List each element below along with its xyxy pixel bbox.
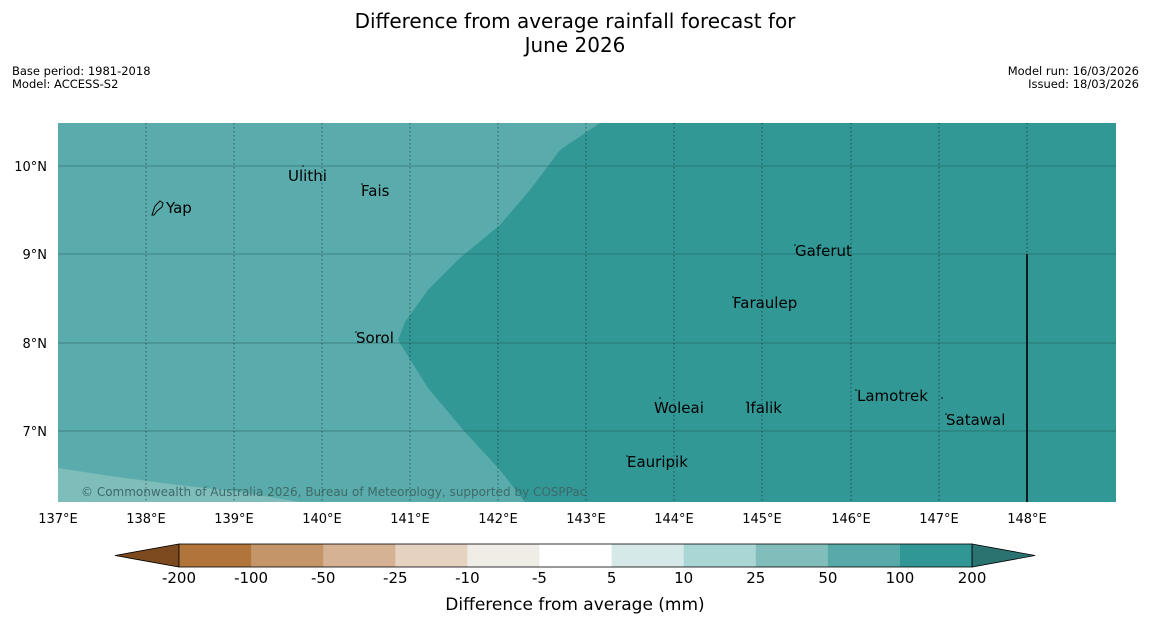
colorbar-extend-high xyxy=(971,543,1036,568)
base-period: Base period: 1981-2018 xyxy=(12,64,151,78)
place-satawal: Satawal xyxy=(946,411,1005,429)
colorbar-tick-label: 100 xyxy=(886,569,915,587)
colorbar-extend-low xyxy=(114,543,180,568)
place-gaferut: Gaferut xyxy=(795,242,852,260)
colorbar-swatches xyxy=(114,543,1036,568)
lat-label-9n: 9°N xyxy=(23,248,48,263)
lon-label-141e: 141°E xyxy=(390,512,430,527)
place-faraulep: Faraulep xyxy=(733,294,797,312)
meta-right: Model run: 16/03/2026 Issued: 18/03/2026 xyxy=(1008,65,1139,91)
lat-label-10n: 10°N xyxy=(14,160,47,175)
island-dots xyxy=(302,165,947,457)
lon-label-137e: 137°E xyxy=(38,512,78,527)
colorbar-tick-label: -200 xyxy=(162,569,196,587)
colorbar-tick-label: 50 xyxy=(818,569,837,587)
lon-label-142e: 142°E xyxy=(478,512,518,527)
place-fais: Fais xyxy=(361,182,390,200)
place-lamotrek: Lamotrek xyxy=(857,387,928,405)
place-sorol: Sorol xyxy=(356,329,394,347)
colorbar-tick-label: 5 xyxy=(607,569,617,587)
lat-label-8n: 8°N xyxy=(23,337,48,352)
place-labels: Yap Ulithi Fais Gaferut Faraulep Sorol L… xyxy=(165,167,1005,471)
place-ifalik: Ifalik xyxy=(746,399,782,417)
lon-label-144e: 144°E xyxy=(654,512,694,527)
latitude-labels: 10°N 9°N 8°N 7°N xyxy=(14,160,47,440)
title-line-1: Difference from average rainfall forecas… xyxy=(354,9,796,33)
copyright-notice: © Commonwealth of Australia 2026, Bureau… xyxy=(81,485,586,499)
colorbar: -200 -100 -50 -25 -10 -5 5 10 25 50 100 200 Differe… xyxy=(114,543,1036,615)
rainfall-field: Yap Ulithi Fais Gaferut Faraulep Sorol L… xyxy=(58,123,1116,502)
colorbar-swatch xyxy=(323,544,396,567)
place-woleai: Woleai xyxy=(654,399,704,417)
lon-label-140e: 140°E xyxy=(302,512,342,527)
title-line-2: June 2026 xyxy=(524,33,626,57)
place-yap: Yap xyxy=(165,199,192,217)
colorbar-tick-label: -50 xyxy=(311,569,336,587)
region-50-100 xyxy=(58,468,300,502)
place-eauripik: Eauripik xyxy=(627,453,688,471)
lon-label-143e: 143°E xyxy=(566,512,606,527)
lon-label-139e: 139°E xyxy=(214,512,254,527)
region-200-plus xyxy=(398,123,1116,502)
meta-left: Base period: 1981-2018 Model: ACCESS-S2 xyxy=(12,65,151,91)
model-name: Model: ACCESS-S2 xyxy=(12,77,119,91)
colorbar-tick-label: 200 xyxy=(958,569,987,587)
colorbar-swatch xyxy=(900,544,973,567)
colorbar-tick-label: 25 xyxy=(746,569,765,587)
colorbar-outline xyxy=(178,543,973,568)
place-ulithi: Ulithi xyxy=(288,167,327,185)
colorbar-tick-label: -100 xyxy=(234,569,268,587)
colorbar-swatch xyxy=(539,544,613,567)
colorbar-title: Difference from average (mm) xyxy=(445,595,704,615)
colorbar-labels: -200 -100 -50 -25 -10 -5 5 10 25 50 100 200 xyxy=(162,569,986,587)
chart-title: Difference from average rainfall forecas… xyxy=(0,9,1150,57)
lat-label-7n: 7°N xyxy=(23,425,48,440)
colorbar-swatch xyxy=(179,544,252,567)
lon-label-138e: 138°E xyxy=(126,512,166,527)
colorbar-swatch xyxy=(827,544,901,567)
colorbar-swatch xyxy=(395,544,468,567)
lon-label-146e: 146°E xyxy=(831,512,871,527)
colorbar-swatch xyxy=(683,544,757,567)
lon-label-147e: 147°E xyxy=(919,512,959,527)
colorbar-tick-label: -5 xyxy=(532,569,547,587)
longitude-labels: 137°E 138°E 139°E 140°E 141°E 142°E 143°… xyxy=(38,512,1047,527)
parallel-gridlines xyxy=(58,165,1116,432)
colorbar-tick-label: 10 xyxy=(674,569,693,587)
colorbar-swatch xyxy=(251,544,324,567)
colorbar-swatch xyxy=(467,544,540,567)
yap-island-shape xyxy=(151,200,164,216)
colorbar-tick-label: -25 xyxy=(383,569,408,587)
model-run: Model run: 16/03/2026 xyxy=(1007,64,1139,78)
issued-date: Issued: 18/03/2026 xyxy=(1028,77,1139,91)
colorbar-swatch xyxy=(611,544,685,567)
colorbar-tick-label: -10 xyxy=(455,569,480,587)
colorbar-swatch xyxy=(755,544,829,567)
lon-label-145e: 145°E xyxy=(742,512,782,527)
lon-label-148e: 148°E xyxy=(1007,512,1047,527)
